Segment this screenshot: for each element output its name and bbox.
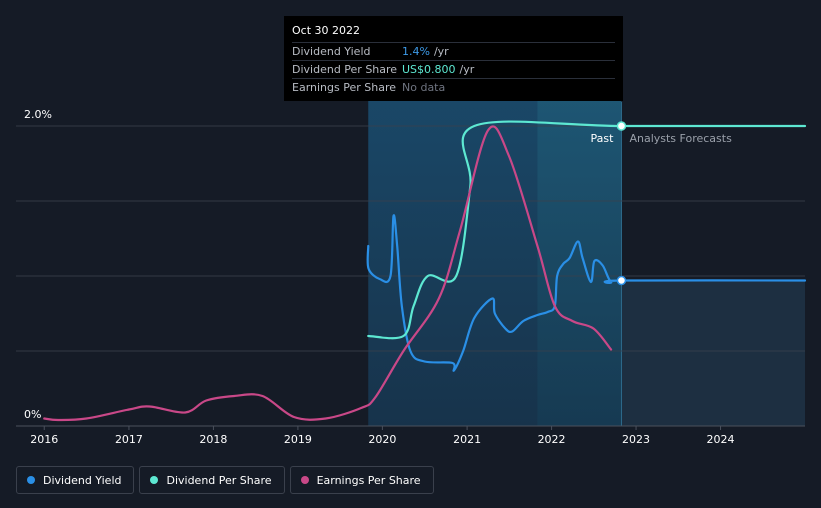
tooltip: Oct 30 2022 Dividend Yield 1.4% /yr Divi… [284,16,623,101]
legend-label: Dividend Yield [43,473,122,487]
x-tick-label: 2017 [115,433,143,446]
tooltip-date: Oct 30 2022 [292,24,361,37]
legend-item-earnings-per-share[interactable]: Earnings Per Share [289,466,434,494]
past-label: Past [591,132,615,145]
x-tick-label: 2023 [622,433,650,446]
tooltip-row-unit: /yr [433,45,449,58]
series-line-dividend-yield [366,214,807,372]
y-tick-label: 2.0% [24,108,52,121]
x-tick-label: 2020 [368,433,396,446]
tooltip-row-name: Earnings Per Share [292,81,397,94]
x-tick-label: 2019 [284,433,312,446]
tooltip-row-value: 1.4% [402,45,430,58]
x-tick-label: 2021 [453,433,481,446]
legend-label: Dividend Per Share [166,473,272,487]
forecast-region [621,280,805,426]
legend: Dividend Yield Dividend Per Share Earnin… [16,466,434,494]
legend-dot-icon [300,476,309,484]
y-tick-label: 0% [24,408,41,421]
tooltip-row-name: Dividend Yield [292,45,371,58]
legend-dot-icon [150,476,159,484]
legend-item-dividend-per-share[interactable]: Dividend Per Share [139,466,285,494]
forecast-label: Analysts Forecasts [629,132,732,145]
tooltip-row-value: No data [402,81,446,94]
x-tick-label: 2022 [538,433,566,446]
x-tick-label: 2016 [30,433,58,446]
series-line-earnings-per-share [43,125,613,422]
tooltip-row-unit: /yr [459,63,475,76]
recent-region [537,101,622,426]
tooltip-row-dividend-yield: Dividend Yield 1.4% /yr [292,42,615,60]
legend-dot-icon [27,476,35,484]
x-tick-label: 2024 [707,433,735,446]
legend-item-dividend-yield[interactable]: Dividend Yield [16,466,135,494]
tooltip-row-value: US$0.800 [402,63,456,76]
dividend-per-share-marker [616,121,627,131]
tooltip-row-dividend-per-share: Dividend Per Share US$0.800 /yr [292,60,615,78]
tooltip-row-earnings-per-share: Earnings Per Share No data [292,78,615,96]
tooltip-row-name: Dividend Per Share [292,63,398,76]
legend-label: Earnings Per Share [316,473,421,487]
x-tick-label: 2018 [199,433,227,446]
dividend-yield-marker [616,275,627,286]
